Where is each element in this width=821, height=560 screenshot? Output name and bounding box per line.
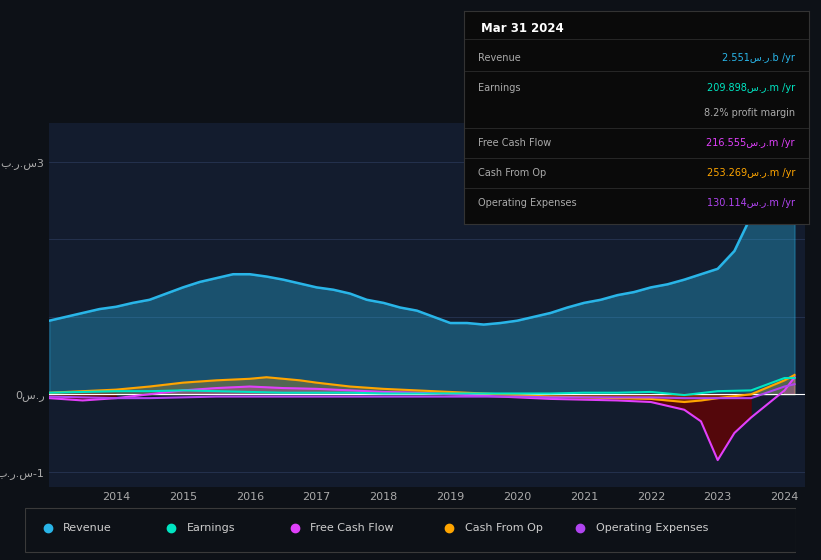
Text: 253.269س.ر.m /yr: 253.269س.ر.m /yr	[707, 168, 795, 178]
Text: 130.114س.ر.m /yr: 130.114س.ر.m /yr	[707, 198, 795, 208]
Text: 216.555س.ر.m /yr: 216.555س.ر.m /yr	[706, 138, 795, 148]
Text: 8.2% profit margin: 8.2% profit margin	[704, 108, 795, 118]
Bar	[25, 507, 796, 552]
Text: Earnings: Earnings	[478, 83, 521, 93]
Text: Operating Expenses: Operating Expenses	[478, 198, 576, 208]
Text: Earnings: Earnings	[186, 523, 235, 533]
Text: Operating Expenses: Operating Expenses	[596, 523, 708, 533]
Text: Free Cash Flow: Free Cash Flow	[478, 138, 551, 148]
Text: 209.898س.ر.m /yr: 209.898س.ر.m /yr	[707, 83, 795, 93]
Text: Free Cash Flow: Free Cash Flow	[310, 523, 394, 533]
Text: Cash From Op: Cash From Op	[478, 168, 546, 178]
Text: Mar 31 2024: Mar 31 2024	[481, 22, 564, 35]
Text: 2.551س.ر.b /yr: 2.551س.ر.b /yr	[722, 53, 795, 63]
Text: Cash From Op: Cash From Op	[465, 523, 543, 533]
Text: Revenue: Revenue	[63, 523, 112, 533]
Text: Revenue: Revenue	[478, 53, 521, 63]
